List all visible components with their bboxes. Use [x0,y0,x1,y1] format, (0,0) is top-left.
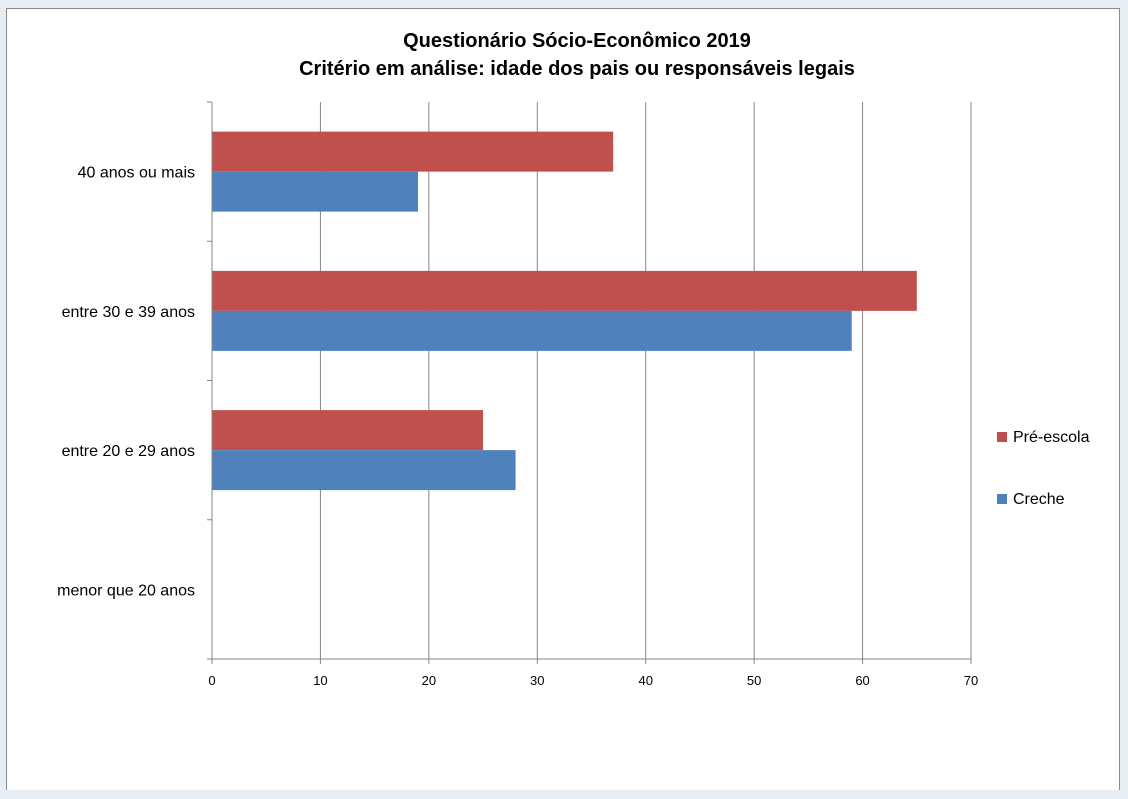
bar-1-0 [212,171,419,212]
x-tick-label: 60 [855,673,869,688]
x-tick-label: 0 [208,673,215,688]
category-label: menor que 20 anos [57,582,195,599]
category-label: entre 20 e 29 anos [62,443,195,460]
bars [212,131,917,491]
bar-0-0 [212,131,614,172]
x-tick-label: 20 [422,673,436,688]
x-tick-label: 70 [964,673,978,688]
legend: Pré-escola Creche [997,429,1090,508]
category-label: 40 anos ou mais [78,165,195,182]
bar-1-1 [212,310,852,351]
chart-title: Questionário Sócio-Econômico 2019 [403,30,751,52]
axes [207,101,972,664]
x-tick-label: 30 [530,673,544,688]
legend-label: Creche [1013,491,1065,508]
x-tick-label: 10 [313,673,327,688]
category-label: entre 30 e 39 anos [62,304,195,321]
legend-label: Pré-escola [1013,429,1090,446]
chart-area: Questionário Sócio-Econômico 2019 Critér… [6,8,1120,790]
bar-0-2 [212,410,484,451]
x-tick-label: 50 [747,673,761,688]
bar-chart: Questionário Sócio-Econômico 2019 Critér… [57,30,1090,688]
legend-swatch [997,432,1007,442]
bar-0-1 [212,270,917,311]
bar-1-2 [212,450,516,491]
axis-labels: 0 10 20 30 40 50 60 70 40 anos ou mais entre 30 e… [57,165,978,688]
chart-subtitle: Critério em análise: idade dos pais ou r… [299,58,855,80]
legend-swatch [997,494,1007,504]
gridlines [319,102,972,659]
x-tick-label: 40 [638,673,652,688]
